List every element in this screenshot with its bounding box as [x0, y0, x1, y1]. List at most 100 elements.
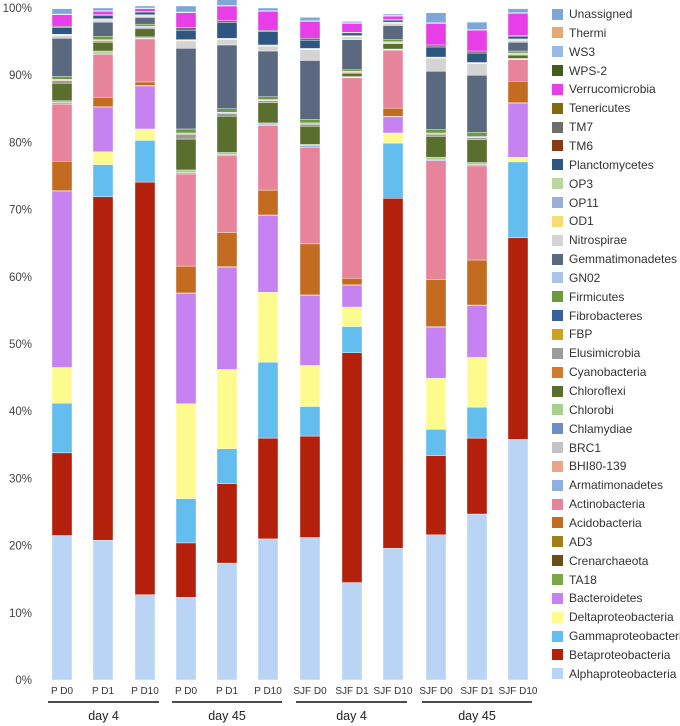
- bar-segment-chlorobi: [299, 144, 321, 146]
- legend-swatch: [552, 460, 563, 472]
- legend-swatch: [552, 442, 563, 454]
- bar-segment-chloroflexi: [216, 115, 238, 153]
- bar-segment-acidobacteria: [175, 265, 197, 294]
- bar-segment-armatimonadetes: [299, 145, 321, 148]
- legend-label: Betaproteobacteria: [569, 647, 671, 662]
- bar-segment-betaproteobacteria: [134, 181, 156, 595]
- bar-segment-actinobacteria: [175, 173, 197, 267]
- legend-label: OP11: [569, 195, 599, 210]
- bar-segment-firmicutes: [257, 96, 279, 100]
- legend-swatch: [552, 328, 563, 340]
- bar-segment-elusimicrobia: [175, 134, 197, 140]
- legend-item: OP3: [552, 176, 593, 192]
- bar-segment-gammaproteobacteria: [257, 361, 279, 439]
- bar-segment-gemmatimonadetes: [299, 60, 321, 120]
- bar-segment-verrucomicrobia: [92, 11, 114, 15]
- legend-item: Firmicutes: [552, 289, 624, 305]
- bar-segment-bacteroidetes: [216, 267, 238, 370]
- legend-item: Chlorobi: [552, 402, 614, 418]
- x-tick-label: SJF D10: [374, 686, 413, 697]
- bar-segment-gemmatimonadetes: [466, 74, 488, 133]
- legend-swatch: [552, 536, 563, 548]
- bar-segment-chlorobi: [216, 152, 238, 155]
- bars: [51, 0, 529, 681]
- bar-segment-acidobacteria: [257, 189, 279, 216]
- legend-label: TA18: [569, 572, 597, 587]
- legend-label: WS3: [569, 44, 596, 59]
- legend-item: Cyanobacteria: [552, 364, 646, 380]
- bar-segment-nitrospirae: [466, 63, 488, 76]
- legend-swatch: [552, 366, 563, 378]
- bar-segment-tm7: [466, 50, 488, 54]
- legend-swatch: [552, 649, 563, 661]
- bar-segment-unassigned: [134, 5, 156, 9]
- bar-segment-firmicutes: [51, 76, 73, 80]
- bar-segment-actinobacteria: [216, 155, 238, 233]
- bar-segment-gammaproteobacteria: [341, 326, 363, 353]
- legend-item: Tenericutes: [552, 100, 630, 116]
- bar-segment-nitrospirae: [134, 15, 156, 18]
- bar-segment-gemmatimonadetes: [92, 21, 114, 37]
- bar-segment-firmicutes: [341, 69, 363, 72]
- bar-segment-alphaproteobacteria: [341, 582, 363, 681]
- legend-item: Unassigned: [552, 6, 632, 22]
- bar-segment-betaproteobacteria: [466, 437, 488, 515]
- legend-label: Unassigned: [569, 7, 633, 21]
- bar-segment-elusimicrobia: [134, 27, 156, 30]
- legend-label: Deltaproteobacteria: [569, 610, 674, 625]
- legend-swatch: [552, 291, 563, 303]
- legend-swatch: [552, 347, 563, 359]
- legend-swatch: [552, 83, 563, 95]
- bar-segment-tm7: [51, 25, 73, 28]
- bar-segment-planctomycetes: [299, 40, 321, 49]
- bar-segment-gammaproteobacteria: [466, 406, 488, 439]
- bar-segment-verrucomicrobia: [216, 5, 238, 21]
- bar-segment-chlorobi: [92, 50, 114, 54]
- legend-label: FBP: [569, 327, 593, 342]
- legend-label: Tenericutes: [569, 101, 631, 116]
- legend-label: WPS-2: [569, 63, 608, 78]
- legend-item: Acidobacteria: [552, 515, 642, 531]
- bar-segment-tm7: [175, 27, 197, 31]
- legend-label: Gemmatimonadetes: [569, 252, 678, 267]
- bar-segment-acidobacteria: [425, 279, 447, 327]
- bar-segment-elusimicrobia: [425, 134, 447, 137]
- bar-segment-nitrospirae: [507, 40, 529, 43]
- bar-segment-chlorobi: [51, 100, 73, 103]
- legend-item: Betaproteobacteria: [552, 647, 670, 663]
- bar-segment-acidobacteria: [216, 232, 238, 267]
- group-labels: day 4 day 45 day 4 day 45: [48, 701, 532, 723]
- bar-segment-gammaproteobacteria: [425, 429, 447, 456]
- bar-segment-nitrospirae: [425, 58, 447, 72]
- bar-segment-verrucomicrobia: [175, 12, 197, 28]
- bar-segment-unassigned: [382, 13, 404, 16]
- bar-segment-gammaproteobacteria: [92, 164, 114, 198]
- bar-segment-alphaproteobacteria: [51, 535, 73, 681]
- bar-segment-gammaproteobacteria: [299, 406, 321, 437]
- y-axis: 0% 10% 20% 30% 40% 50% 60% 70% 80% 90% 100%: [3, 3, 32, 687]
- bar-segment-chloroflexi: [382, 43, 404, 50]
- legend-item: Chloroflexi: [552, 383, 626, 399]
- legend-item: Alphaproteobacteria: [552, 666, 676, 682]
- x-tick-label: P D1: [216, 686, 238, 697]
- legend-label: Gammaproteobacteria: [569, 629, 680, 644]
- bar-segment-acidobacteria: [466, 259, 488, 306]
- bar-segment-planctomycetes: [466, 52, 488, 63]
- bar-segment-planctomycetes: [92, 15, 114, 19]
- legend-swatch: [552, 574, 563, 585]
- bar-segment-acidobacteria: [507, 81, 529, 103]
- bar-segment-gemmatimonadetes: [134, 17, 156, 25]
- bar-segment-deltaproteobacteria: [299, 365, 321, 407]
- bar-segment-actinobacteria: [466, 165, 488, 261]
- y-tick-label: 40%: [9, 406, 32, 418]
- legend-item: AD3: [552, 534, 592, 550]
- bar-segment-verrucomicrobia: [341, 23, 363, 33]
- bar-segment-verrucomicrobia: [257, 11, 279, 31]
- bar-segment-verrucomicrobia: [134, 8, 156, 12]
- bar-segment-armatimonadetes: [216, 154, 238, 157]
- bar-segment-deltaproteobacteria: [257, 292, 279, 363]
- legend-label: Chlorobi: [569, 402, 614, 417]
- bar-segment-bacteroidetes: [382, 116, 404, 134]
- bar-segment-actinobacteria: [134, 38, 156, 83]
- bar-segment-unassigned: [51, 8, 73, 15]
